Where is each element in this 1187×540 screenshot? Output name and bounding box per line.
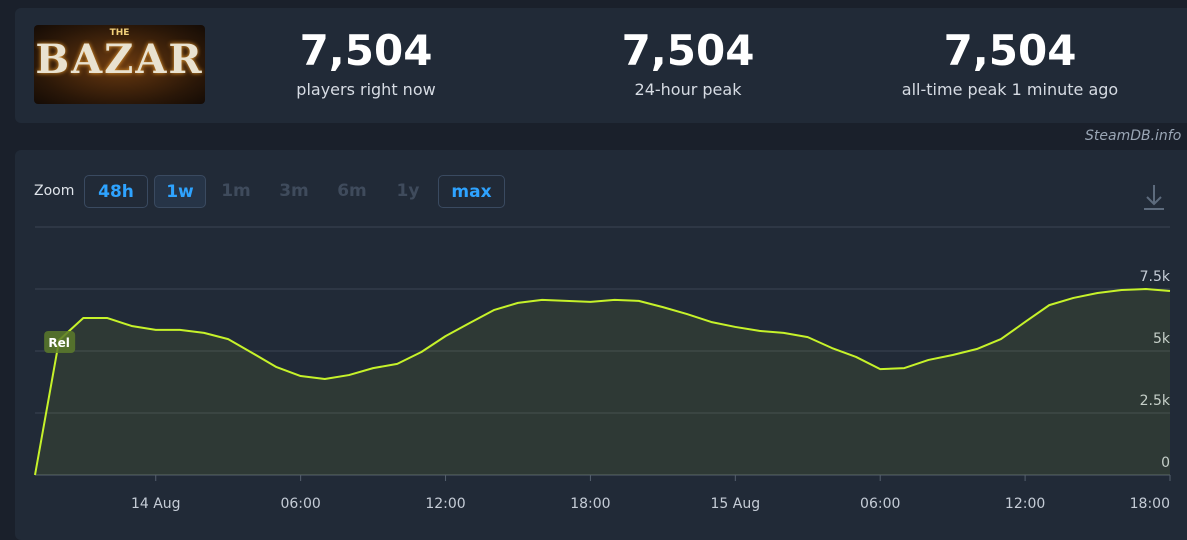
stat-value: 7,504 <box>621 26 755 75</box>
x-tick-label: 12:00 <box>1005 496 1045 512</box>
zoom-button[interactable]: 1w <box>154 175 206 208</box>
game-logo[interactable]: THE BAZAR <box>34 25 205 104</box>
stat: 7,504 all-time peak 1 minute ago <box>860 26 1160 99</box>
stat-label: players right now <box>296 80 436 99</box>
logo-top: THE <box>109 28 130 38</box>
y-tick-label: 7.5k <box>1140 269 1171 285</box>
stat: 7,504 players right now <box>216 26 516 99</box>
y-tick-label: 5k <box>1153 331 1171 347</box>
download-icon[interactable] <box>1144 185 1164 210</box>
stats-card <box>15 8 1187 123</box>
x-tick-label: 18:00 <box>1130 496 1170 512</box>
x-tick-label: 12:00 <box>425 496 465 512</box>
x-tick-label: 15 Aug <box>711 496 761 512</box>
annotation-box <box>44 331 76 353</box>
zoom-button[interactable]: max <box>438 175 505 208</box>
zoom-button[interactable]: 48h <box>84 175 148 208</box>
annotation: Rel <box>48 336 70 350</box>
zoom-button: 3m <box>279 181 309 201</box>
stat-label: 24-hour peak <box>634 80 742 99</box>
stat: 7,504 24-hour peak <box>538 26 838 99</box>
zoom-button: 1y <box>396 181 420 201</box>
x-tick-label: 06:00 <box>280 496 320 512</box>
line <box>34 288 1171 476</box>
zoom-label: Zoom <box>34 183 75 199</box>
logo-main: BAZAR <box>35 36 204 83</box>
x-tick-label: 14 Aug <box>131 496 181 512</box>
zoom-button: 1m <box>221 181 251 201</box>
credit: SteamDB.info <box>1085 128 1182 144</box>
x-tick-label: 18:00 <box>570 496 610 512</box>
zoom-button: 6m <box>337 181 367 201</box>
stat-label: all-time peak 1 minute ago <box>901 80 1119 99</box>
y-tick-label: 0 <box>1161 455 1170 471</box>
y-tick-label: 2.5k <box>1140 393 1171 409</box>
stat-value: 7,504 <box>943 26 1077 75</box>
area <box>35 289 1170 475</box>
stat-value: 7,504 <box>299 26 433 75</box>
x-tick-label: 06:00 <box>860 496 900 512</box>
